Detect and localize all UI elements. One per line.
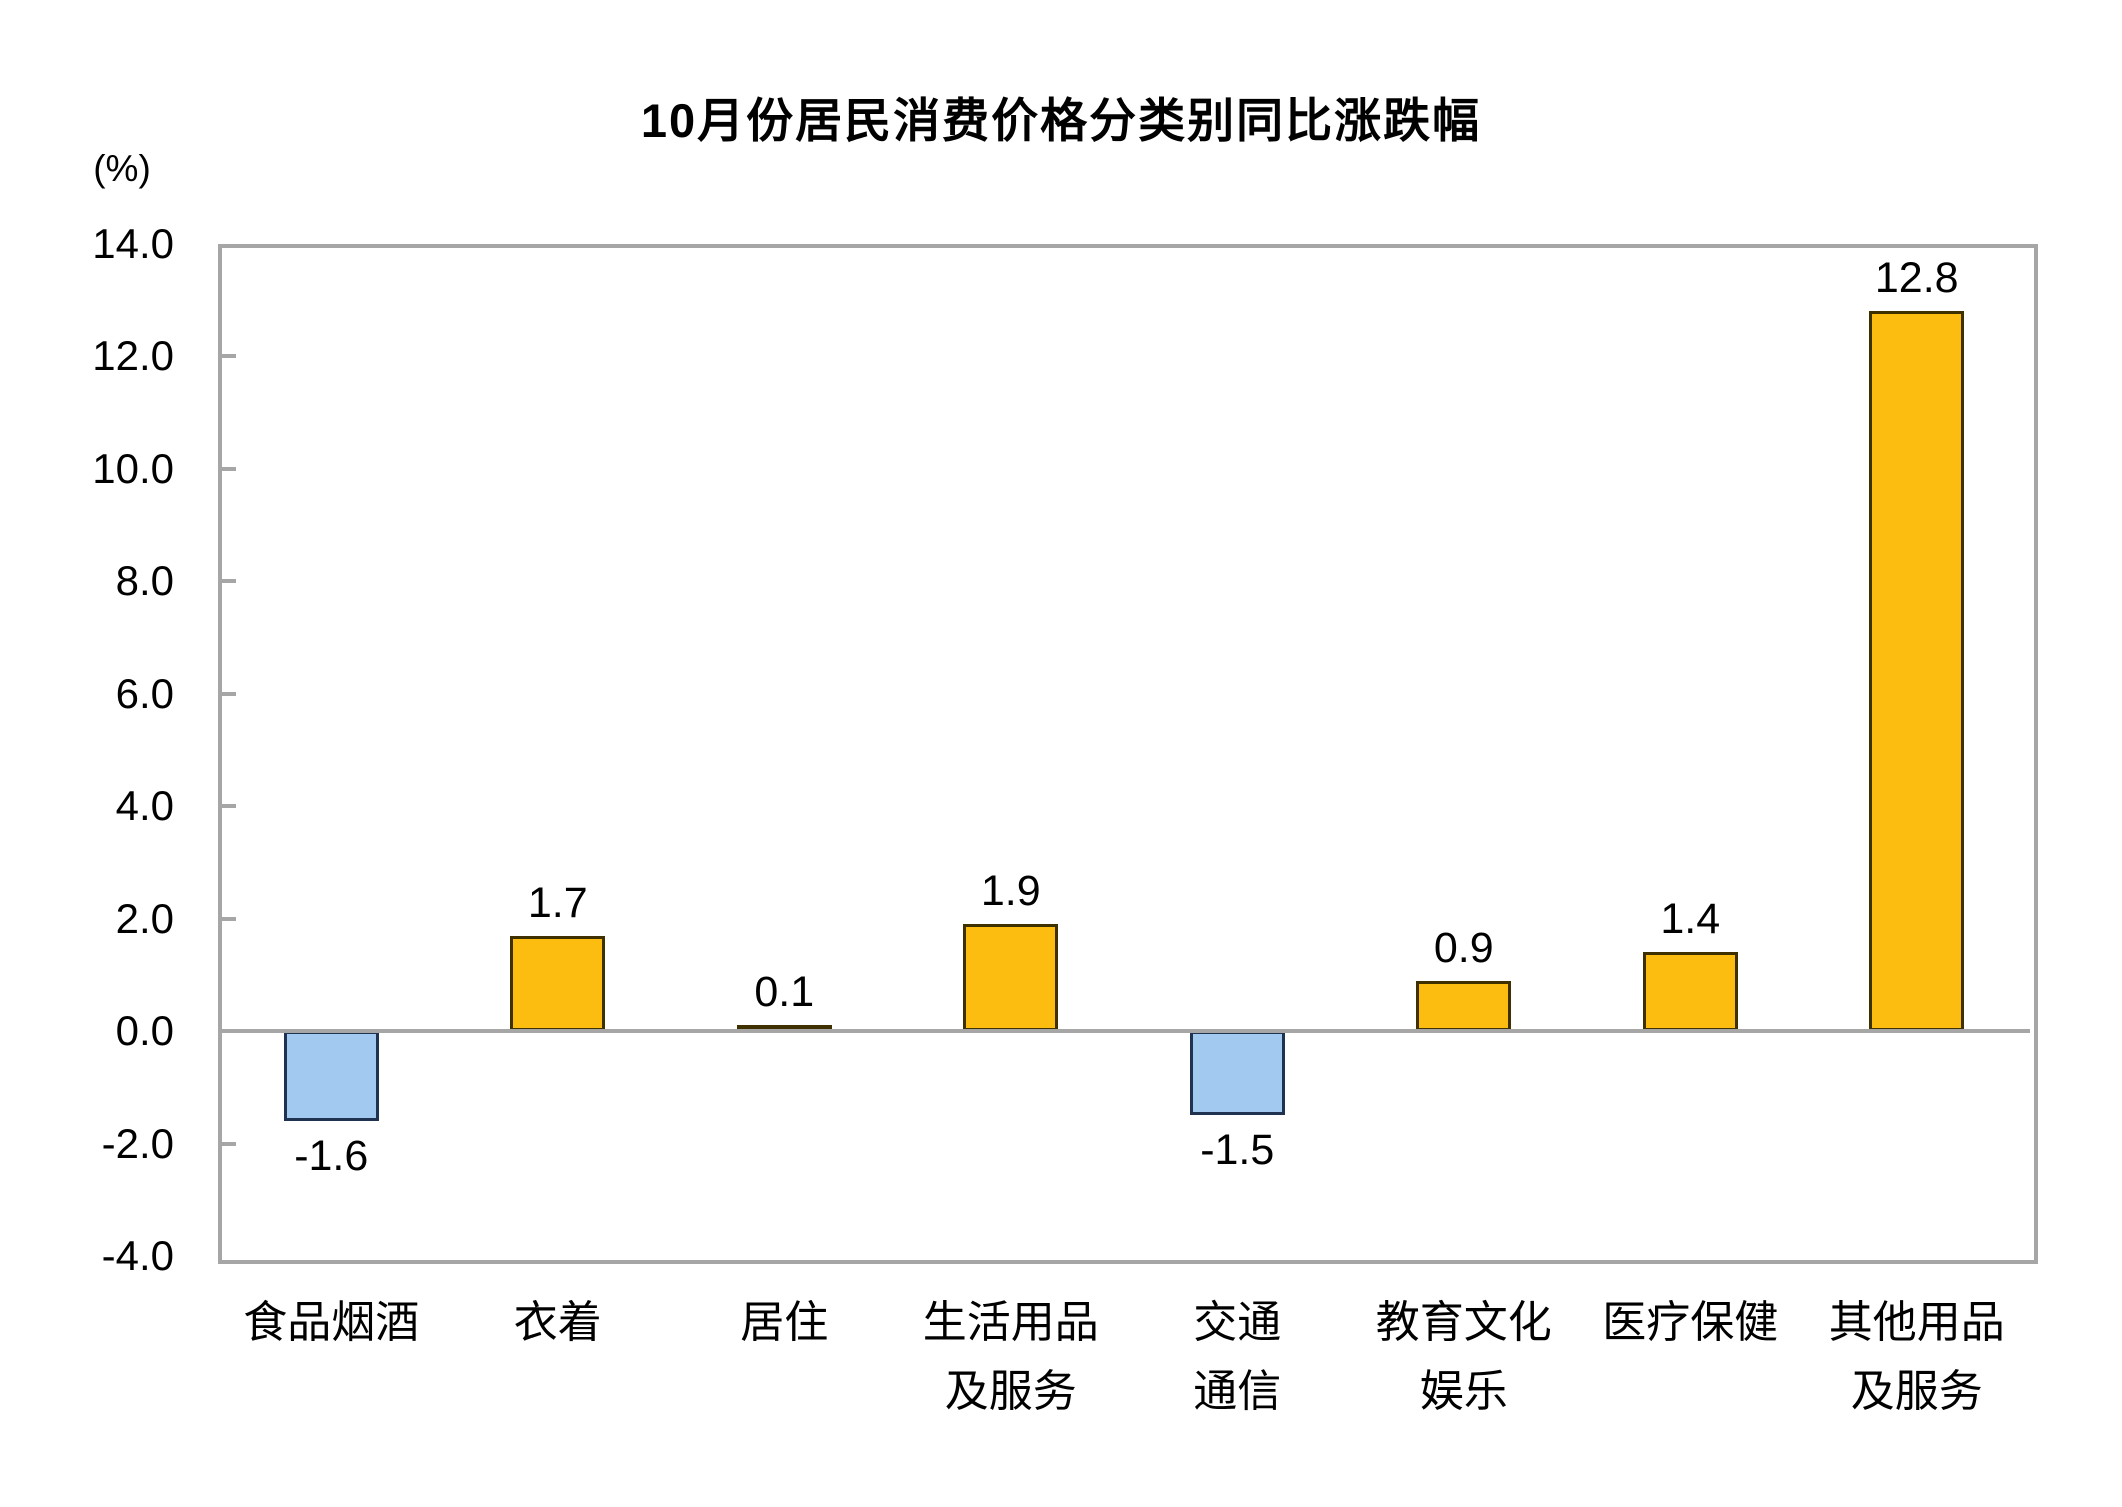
bar-value-label: 12.8 (1874, 254, 1959, 303)
y-tick-label: 12.0 (92, 332, 174, 380)
bar-value-label: -1.6 (294, 1132, 369, 1181)
bar-8 (1869, 311, 1965, 1032)
bar-6 (1416, 980, 1512, 1032)
category-label: 交通 通信 (1193, 1298, 1282, 1416)
bar-value-label: 1.9 (980, 867, 1041, 916)
y-tick-label: 4.0 (115, 782, 174, 830)
bar-4 (963, 924, 1059, 1032)
category-label: 衣着 (513, 1298, 602, 1347)
bar-value-label: 1.4 (1660, 895, 1721, 944)
zero-axis-line (218, 1029, 2030, 1034)
bar-5 (1189, 1031, 1285, 1116)
y-tick-label: 14.0 (92, 220, 174, 267)
y-tick-mark (218, 354, 236, 359)
bar-1 (283, 1031, 379, 1122)
category-label: 其他用品 及服务 (1828, 1298, 2005, 1416)
y-tick-label: 10.0 (92, 444, 174, 492)
bar-value-label: 0.1 (754, 968, 815, 1017)
category-label: 教育文化 娱乐 (1375, 1298, 1552, 1416)
y-tick-label: -4.0 (101, 1232, 174, 1279)
y-tick-mark (218, 466, 236, 471)
y-tick-mark (218, 916, 236, 921)
bar-value-label: 0.9 (1433, 923, 1494, 972)
y-tick-mark (218, 579, 236, 584)
bar-7 (1642, 952, 1738, 1032)
y-axis-unit-label: (%) (93, 148, 151, 189)
y-tick-label: 8.0 (115, 557, 174, 605)
category-label: 居住 (740, 1298, 829, 1347)
plot-area (218, 244, 2038, 1264)
y-tick-mark (218, 691, 236, 696)
bar-value-label: -1.5 (1200, 1126, 1275, 1175)
bar-2 (510, 935, 606, 1032)
category-label: 生活用品 及服务 (922, 1298, 1099, 1416)
y-tick-label: -2.0 (101, 1119, 174, 1167)
y-tick-mark (218, 1141, 236, 1146)
category-label: 食品烟酒 (243, 1298, 420, 1347)
chart-title: 10月份居民消费价格分类别同比涨跌幅 (640, 94, 1482, 147)
y-tick-label: 2.0 (115, 894, 174, 942)
bar-value-label: 1.7 (527, 878, 588, 927)
y-tick-mark (218, 804, 236, 809)
category-label: 医疗保健 (1602, 1298, 1779, 1347)
y-tick-label: 6.0 (115, 669, 174, 717)
y-tick-label: 0.0 (115, 1007, 174, 1055)
